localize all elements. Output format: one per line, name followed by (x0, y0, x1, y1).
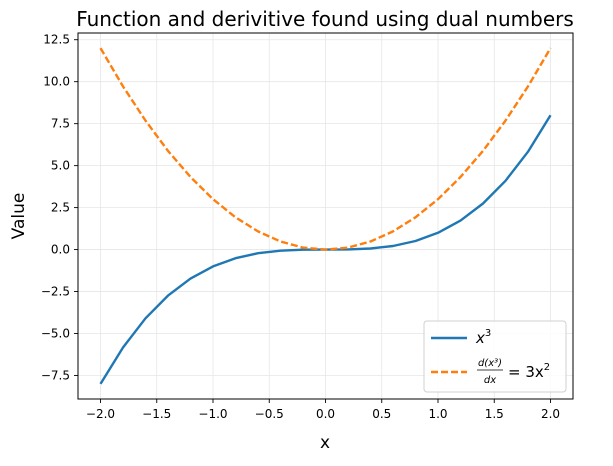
legend-fraction-numerator: d(x³) (478, 358, 502, 369)
series-line-derivative (99, 47, 552, 251)
x-tick-label: 2.0 (541, 407, 560, 421)
y-tick-label: −2.5 (41, 285, 70, 299)
legend-label-cube: x3 (475, 328, 491, 347)
series-layer (99, 47, 552, 385)
x-tick-label: −2.0 (86, 407, 115, 421)
y-tick-label: −7.5 (41, 368, 70, 382)
x-tick-label: −1.0 (198, 407, 227, 421)
legend-rhs: = 3x2 (508, 362, 550, 381)
y-tick-label: −5.0 (41, 327, 70, 341)
y-axis-label: Value (9, 193, 29, 240)
x-tick-label: −0.5 (255, 407, 284, 421)
y-tick-label: 12.5 (43, 33, 70, 47)
x-tick-label: −1.5 (142, 407, 171, 421)
y-tick-label: 7.5 (51, 117, 70, 131)
x-tick-label: 1.0 (428, 407, 447, 421)
legend-label-derivative: d(x³) dx = 3x2 (477, 358, 550, 386)
x-tick-label: 0.0 (316, 407, 335, 421)
y-tick-label: 0.0 (51, 243, 70, 257)
y-tick-label: 2.5 (51, 201, 70, 215)
x-tick-label: 0.5 (372, 407, 391, 421)
legend-fraction-denominator: dx (484, 375, 496, 386)
chart-title: Function and derivitive found using dual… (76, 7, 574, 31)
y-tick-label: 5.0 (51, 159, 70, 173)
legend: x3 d(x³) dx = 3x2 (423, 320, 567, 393)
x-axis-label: x (320, 433, 330, 453)
x-axis-ticks: −2.0 −1.5 −1.0 −0.5 0.0 0.5 1.0 1.5 2.0 (86, 399, 560, 421)
y-tick-label: 10.0 (43, 75, 70, 89)
x-tick-label: 1.5 (485, 407, 504, 421)
y-axis-ticks: −7.5 −5.0 −2.5 0.0 2.5 5.0 7.5 10.0 12.5 (41, 33, 78, 382)
